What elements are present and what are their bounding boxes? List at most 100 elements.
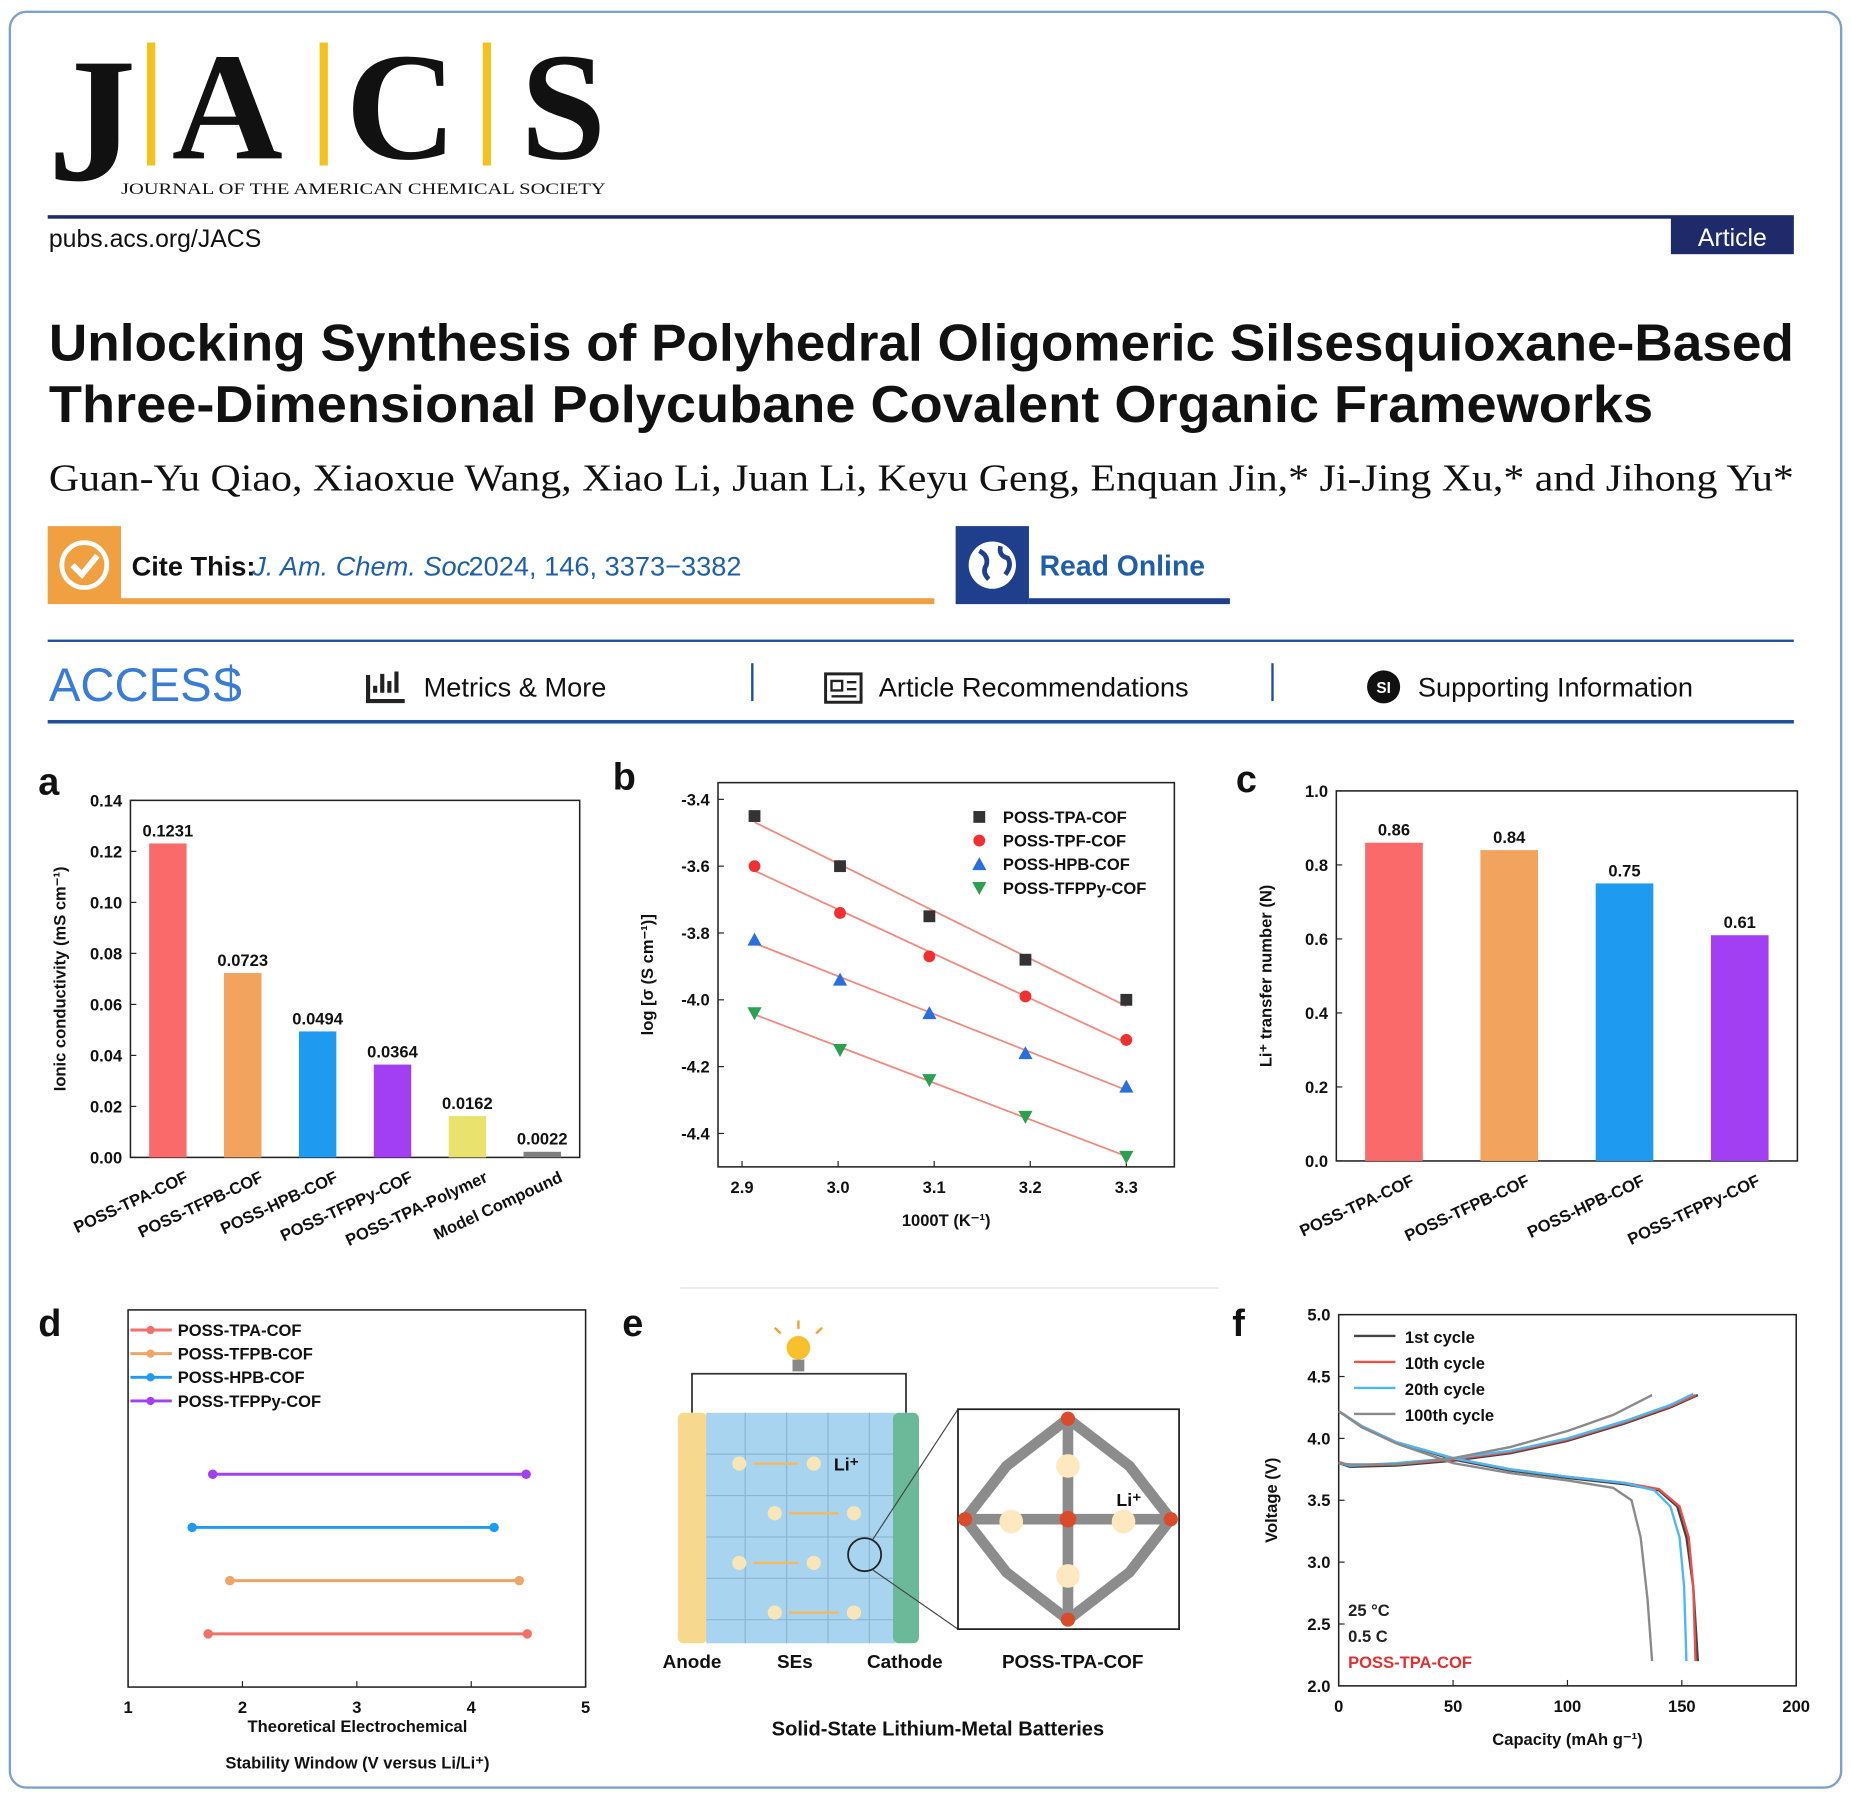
logo-letter: S (521, 22, 606, 192)
x-axis-label: Stability Window (V versus Li/Li⁺) (225, 1754, 489, 1773)
data-label: 0.84 (1493, 828, 1526, 847)
y-axis-label: Ionic conductivity (mS cm⁻¹) (50, 866, 69, 1091)
plot-frame (1335, 790, 1799, 1162)
bulb-base (792, 1359, 805, 1372)
access-cursor (229, 664, 233, 700)
annotation: POSS-TPA-COF (1348, 1653, 1472, 1672)
bar (224, 973, 262, 1158)
globe-continents (978, 545, 1012, 581)
y-tick-label: 0.14 (90, 791, 123, 810)
x-tick-label: POSS-TFPPy-COF (1625, 1171, 1763, 1249)
x-tick-label: Model Compound (431, 1167, 566, 1243)
y-tick-label: 0.6 (1305, 930, 1328, 949)
cite-icon (59, 540, 110, 590)
x-tick-label: 100 (1554, 1697, 1582, 1716)
series-line (1338, 1393, 1697, 1662)
plot-frame (717, 781, 1176, 1168)
series-line (1338, 1392, 1694, 1662)
range-end (514, 1575, 524, 1586)
read-online-label[interactable]: Read Online (1040, 551, 1205, 583)
journal-url[interactable]: pubs.acs.org/JACS (49, 226, 261, 253)
y-tick-label: -3.8 (681, 924, 710, 943)
title-line: Unlocking Synthesis of Polyhedral Oligom… (49, 315, 1794, 373)
x-tick-label: 3.2 (1019, 1178, 1042, 1197)
data-label: 0.0364 (367, 1042, 418, 1061)
component-label: Cathode (867, 1652, 943, 1673)
x-tick-label: POSS-TFPB-COF (135, 1167, 266, 1241)
x-tick-label: 200 (1782, 1697, 1810, 1716)
ion-label: Li⁺ (834, 1455, 859, 1475)
chart-panel: d 1 2 3 4 5 Theoretical Electrochemical Stabili… (38, 1303, 590, 1773)
title-line: Three-Dimensional Polycubane Covalent Or… (49, 376, 1653, 434)
cite-icon-bg (47, 526, 121, 605)
y-tick-label: 0.06 (90, 995, 122, 1014)
y-tick-label: 0.10 (90, 893, 122, 912)
read-online[interactable]: Read Online (955, 526, 1230, 605)
article-type-badge (1670, 217, 1794, 255)
marker (1018, 1110, 1033, 1124)
doc-icon (824, 672, 863, 704)
panel-letter: e (622, 1303, 643, 1345)
circuit-wire (691, 1372, 907, 1413)
marker (1119, 1150, 1134, 1164)
marker (834, 907, 846, 919)
chart-panel: c 0.0 0.2 0.4 0.6 0.8 1.0 Li⁺ transfer number (… (1236, 759, 1799, 1249)
legend-label: POSS-HPB-COF (1003, 855, 1130, 874)
component-label: Anode (663, 1652, 722, 1673)
y-tick-label: -3.6 (681, 857, 710, 876)
header-rule (47, 215, 1794, 219)
tab[interactable]: Supporting Information (1418, 671, 1693, 702)
bar (523, 1151, 561, 1158)
panel-letter: d (38, 1303, 61, 1345)
si-icon-text: SI (1376, 680, 1391, 697)
x-tick-label: POSS-TPA-COF (1297, 1171, 1417, 1241)
marker (1120, 1033, 1133, 1046)
y-tick-label: -3.4 (681, 790, 710, 809)
legend-label: 10th cycle (1405, 1354, 1485, 1373)
ion-arrows (753, 1462, 839, 1614)
y-tick-label: 5.0 (1307, 1306, 1330, 1325)
range-end (203, 1629, 213, 1639)
panel-letter: b (613, 757, 636, 799)
y-tick-label: 4.5 (1307, 1367, 1330, 1386)
zoom-circle (847, 1537, 883, 1573)
marker (747, 932, 762, 946)
tab[interactable]: Article Recommendations (879, 671, 1189, 702)
panel-letter: c (1236, 759, 1257, 801)
data-label: 0.75 (1608, 861, 1640, 880)
x-tick-label: 150 (1668, 1697, 1696, 1716)
bar (373, 1064, 412, 1158)
y-axis-label: Voltage (V) (1262, 1458, 1281, 1543)
tab[interactable]: Metrics & More (424, 671, 607, 702)
bar (448, 1116, 487, 1158)
marker (922, 1006, 937, 1020)
x-tick-label: 2 (238, 1698, 247, 1717)
legend-label: POSS-TPA-COF (1003, 808, 1127, 827)
y-axis-label: log [σ (S cm⁻¹)] (638, 914, 657, 1035)
x-tick-label: 50 (1444, 1697, 1462, 1716)
y-tick-label: 0.2 (1305, 1078, 1328, 1097)
bar (1595, 883, 1654, 1161)
legend-dot (146, 1349, 155, 1358)
y-tick-label: 0.0 (1305, 1152, 1328, 1171)
access-label: ACCESS (49, 659, 243, 712)
marker (922, 1074, 937, 1088)
read-online-underline (1028, 598, 1230, 605)
cite-label: Cite This: (132, 551, 256, 582)
y-tick-label: -4.4 (681, 1124, 710, 1143)
legend-label: POSS-TPA-COF (178, 1321, 302, 1340)
data-label: 0.0723 (217, 951, 268, 970)
chart-panel: a 0.00 0.02 0.04 0.06 0.08 0.10 0.12 0.14 Ionic c… (38, 761, 581, 1250)
y-tick-label: 3.5 (1307, 1491, 1330, 1510)
data-label: 0.1231 (143, 821, 194, 840)
range-end (522, 1629, 533, 1639)
range-end (489, 1522, 499, 1533)
marker (834, 860, 846, 873)
figure-divider (680, 1287, 1219, 1289)
y-tick-label: 0.08 (90, 944, 122, 963)
x-axis-label: 1000T (K⁻¹) (902, 1211, 991, 1230)
data-label: 0.0022 (517, 1130, 568, 1149)
logo-bar (482, 42, 492, 166)
marker (748, 810, 761, 822)
